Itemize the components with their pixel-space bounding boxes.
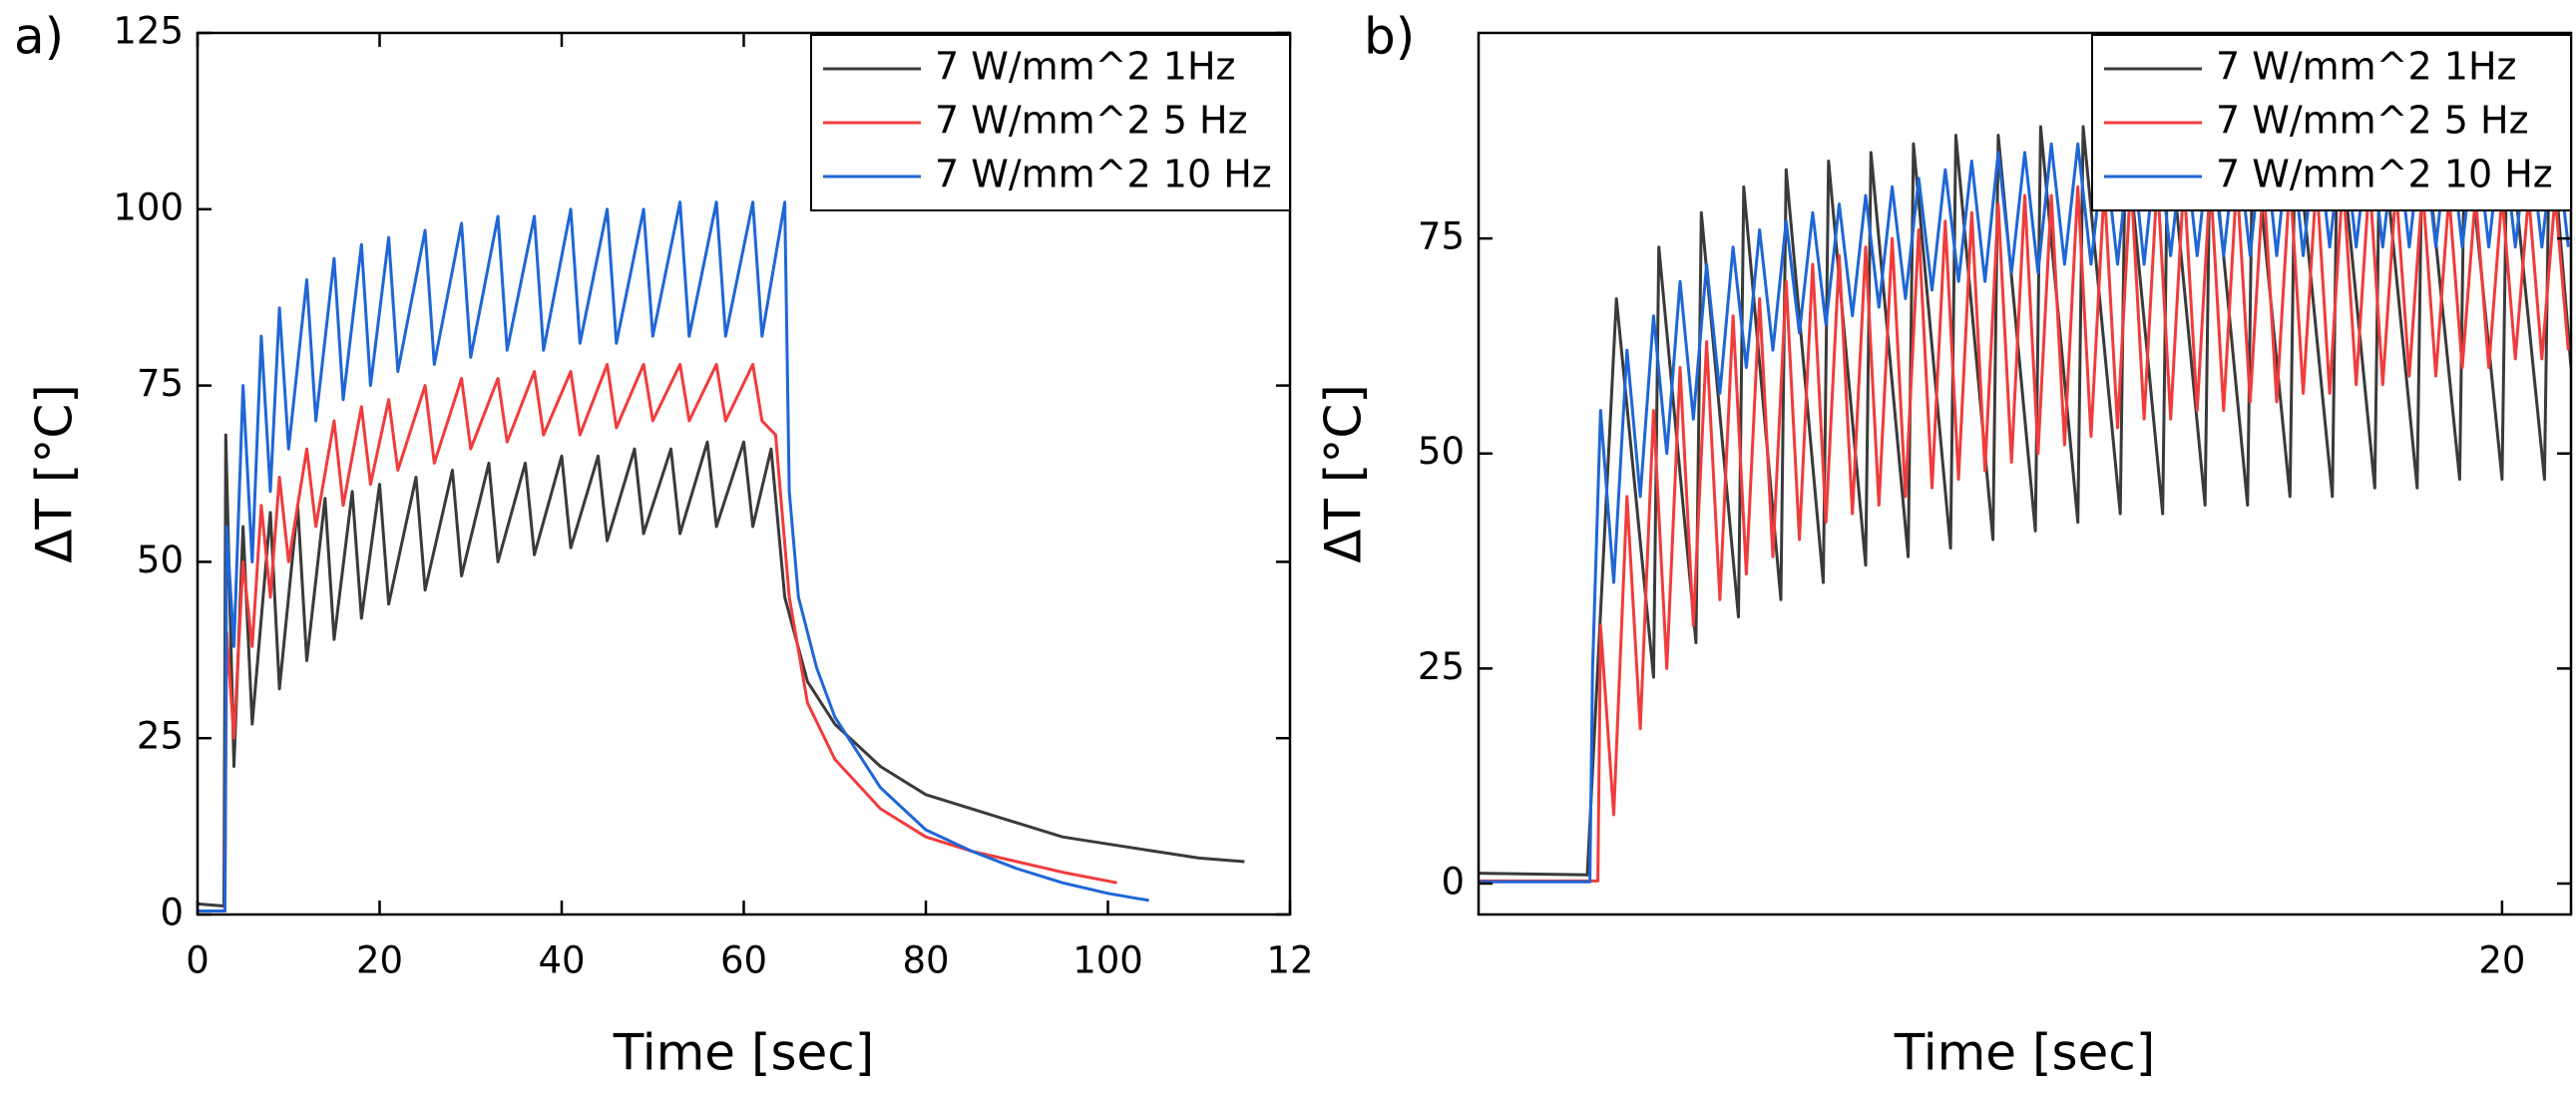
series-line xyxy=(198,200,1149,912)
x-tick-label: 12 xyxy=(1266,939,1313,982)
y-tick-label: 25 xyxy=(1418,645,1465,688)
x-axis-title: Time [sec] xyxy=(613,1024,875,1082)
y-tick-label: 75 xyxy=(1418,215,1465,258)
x-tick-label: 60 xyxy=(720,939,767,982)
legend-label: 7 W/mm^2 5 Hz xyxy=(935,99,1248,143)
panel-label: b) xyxy=(1364,8,1415,66)
lines xyxy=(198,200,1245,912)
x-tick-label: 80 xyxy=(902,939,949,982)
series-line xyxy=(1479,108,2571,877)
y-tick-label: 50 xyxy=(1418,430,1465,473)
x-tick-label: 40 xyxy=(538,939,585,982)
x-tick-label: 20 xyxy=(356,939,403,982)
series-line xyxy=(1479,177,2570,883)
series-line xyxy=(198,362,1117,912)
y-tick-label: 50 xyxy=(137,539,184,581)
legend-label: 7 W/mm^2 5 Hz xyxy=(2216,99,2529,143)
legend: 7 W/mm^2 1Hz 7 W/mm^2 5 Hz 7 W/mm^2 10 Hz xyxy=(810,34,1291,211)
legend-label: 7 W/mm^2 1Hz xyxy=(935,45,1235,89)
y-tick-label: 0 xyxy=(1441,860,1465,903)
x-axis-title: Time [sec] xyxy=(1894,1024,2156,1082)
legend: 7 W/mm^2 1Hz 7 W/mm^2 5 Hz 7 W/mm^2 10 Hz xyxy=(2091,34,2572,211)
y-tick-label: 25 xyxy=(137,715,184,758)
y-tick-label: 75 xyxy=(137,362,184,405)
plot-frame xyxy=(1477,31,2573,916)
panel-label: a) xyxy=(14,8,64,66)
y-axis-title: ΔT [°C] xyxy=(26,384,84,563)
y-tick-label: 100 xyxy=(113,185,184,228)
x-tick-label: 20 xyxy=(2478,939,2525,982)
legend-label: 7 W/mm^2 1Hz xyxy=(2216,45,2516,89)
y-axis-title: ΔT [°C] xyxy=(1315,384,1373,563)
x-tick-label: 100 xyxy=(1073,939,1143,982)
y-tick-label: 125 xyxy=(113,10,184,53)
y-tick-label: 0 xyxy=(160,892,184,934)
series-line xyxy=(198,433,1245,908)
x-tick-label: 0 xyxy=(186,939,210,982)
legend-label: 7 W/mm^2 10 Hz xyxy=(935,153,1272,196)
legend-label: 7 W/mm^2 10 Hz xyxy=(2216,153,2553,196)
lines xyxy=(1479,108,2571,884)
